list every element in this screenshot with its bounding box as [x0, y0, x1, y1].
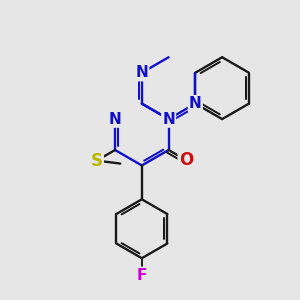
Text: N: N	[189, 96, 202, 111]
Text: N: N	[109, 112, 122, 127]
Text: N: N	[162, 112, 175, 127]
Text: O: O	[179, 151, 193, 169]
Text: N: N	[135, 65, 148, 80]
Text: S: S	[91, 152, 103, 169]
Text: F: F	[136, 268, 147, 283]
